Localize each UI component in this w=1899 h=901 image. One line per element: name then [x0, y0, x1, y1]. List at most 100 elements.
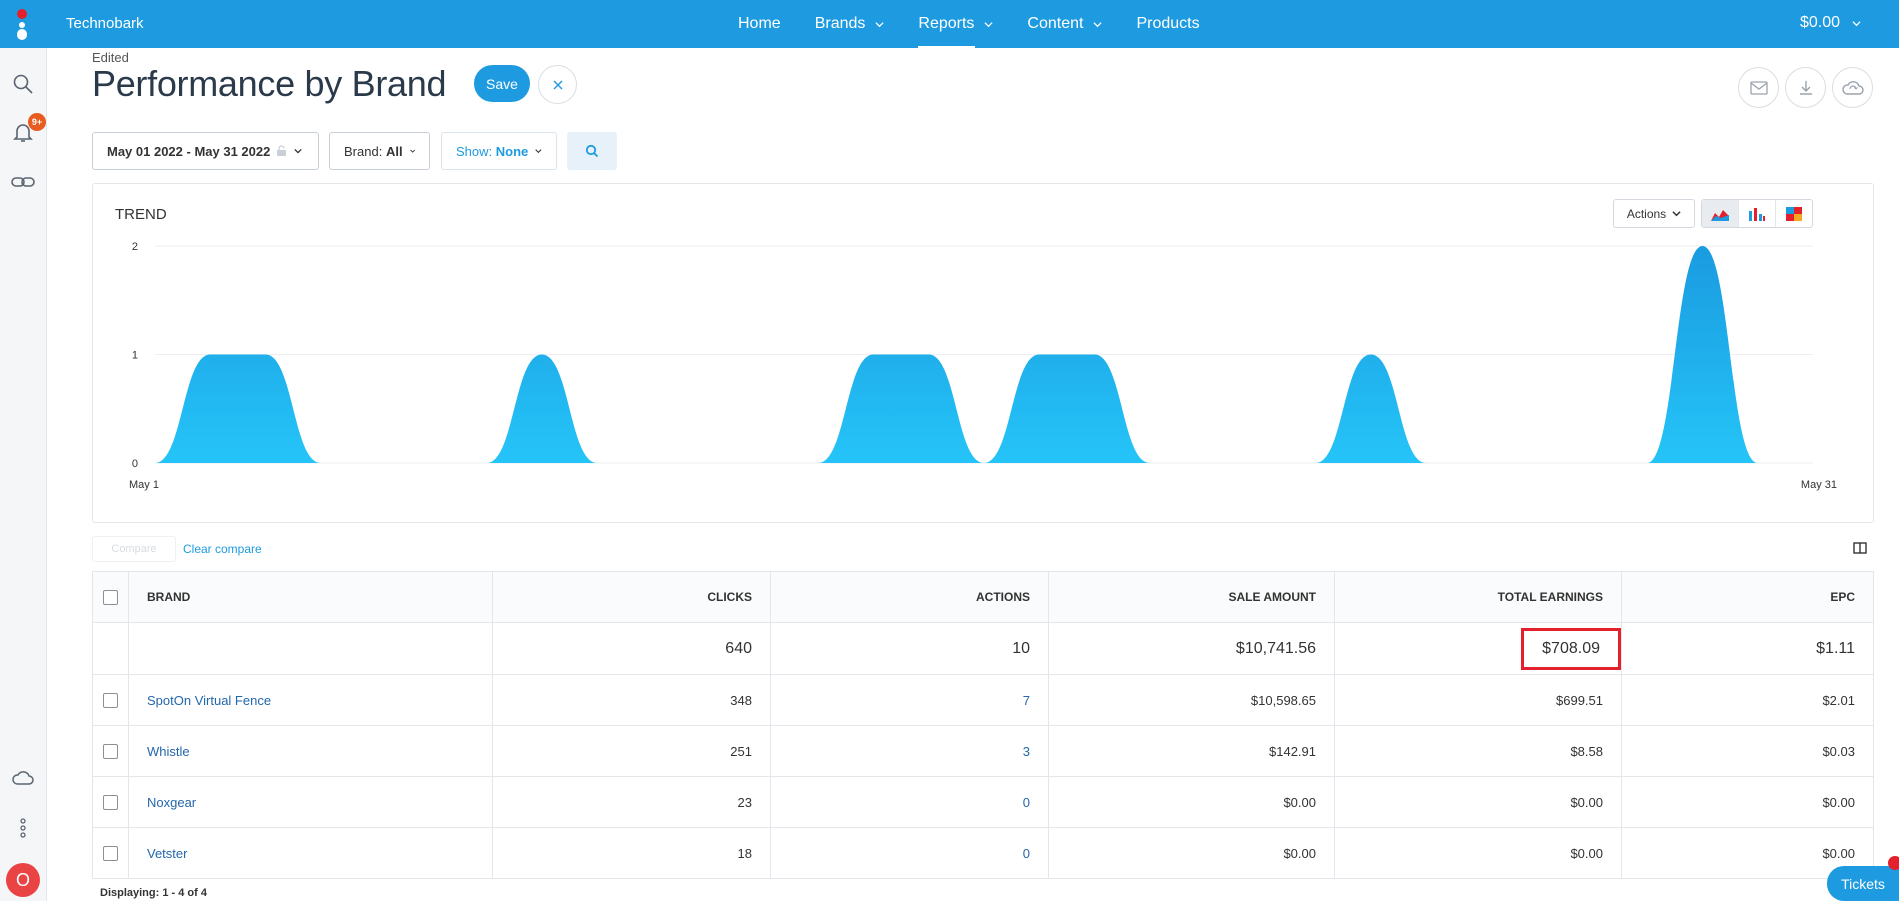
data-point[interactable] [869, 351, 877, 359]
row-checkbox[interactable] [103, 795, 118, 811]
actions-link[interactable]: 0 [770, 776, 1049, 828]
data-point[interactable] [1477, 459, 1485, 467]
tickets-button[interactable]: Tickets [1827, 866, 1899, 901]
data-point[interactable] [1146, 459, 1154, 467]
data-point[interactable] [538, 351, 546, 359]
bell-icon[interactable] [11, 120, 35, 144]
row-checkbox[interactable] [103, 744, 118, 760]
nav-reports[interactable]: Reports [918, 0, 993, 48]
actions-link[interactable]: 7 [770, 674, 1049, 726]
chevron-down-icon [294, 148, 302, 154]
select-all-checkbox[interactable] [103, 589, 118, 605]
data-point[interactable] [1091, 351, 1099, 359]
data-point[interactable] [1698, 242, 1706, 250]
data-point[interactable] [980, 459, 988, 467]
data-point[interactable] [1201, 459, 1209, 467]
compare-button[interactable]: Compare [92, 536, 176, 562]
brand-link[interactable]: Whistle [128, 725, 493, 777]
app-logo-icon[interactable] [12, 8, 32, 42]
col-header-total-earnings[interactable]: TOTAL EARNINGS [1334, 571, 1622, 623]
heatmap-icon [1786, 206, 1802, 221]
data-point[interactable] [1754, 459, 1762, 467]
col-header-actions[interactable]: ACTIONS [770, 571, 1049, 623]
chevron-down-icon [1852, 20, 1861, 26]
data-point[interactable] [648, 459, 656, 467]
data-point[interactable] [814, 459, 822, 467]
nav-products[interactable]: Products [1136, 0, 1199, 48]
cloud-sync-icon [1841, 80, 1864, 95]
data-point[interactable] [151, 459, 159, 467]
apply-filter-button[interactable] [567, 132, 617, 170]
data-point[interactable] [925, 351, 933, 359]
top-bar: Technobark Home Brands Reports Content P… [0, 0, 1899, 48]
more-vertical-icon[interactable] [11, 816, 35, 840]
col-header-sale-amount[interactable]: SALE AMOUNT [1048, 571, 1335, 623]
columns-icon[interactable] [1852, 540, 1868, 556]
show-filter[interactable]: Show: None [441, 132, 557, 170]
sale-amount-cell: $0.00 [1048, 827, 1335, 879]
data-point[interactable] [759, 459, 767, 467]
data-point[interactable] [1533, 459, 1541, 467]
chevron-down-icon [984, 21, 993, 27]
brand-link[interactable]: SpotOn Virtual Fence [128, 674, 493, 726]
data-point[interactable] [1367, 351, 1375, 359]
bar-chart-toggle[interactable] [1739, 200, 1776, 227]
data-point[interactable] [1256, 459, 1264, 467]
app-name[interactable]: Technobark [66, 15, 144, 32]
data-point[interactable] [1035, 351, 1043, 359]
table-row: Vetster 18 0 $0.00 $0.00 $0.00 [92, 827, 1874, 879]
actions-link[interactable]: 0 [770, 827, 1049, 879]
nav-content[interactable]: Content [1027, 0, 1103, 48]
data-point[interactable] [427, 459, 435, 467]
data-point[interactable] [317, 459, 325, 467]
total-earnings-cell: $0.00 [1334, 776, 1622, 828]
search-icon[interactable] [11, 72, 35, 96]
nav-home[interactable]: Home [738, 0, 781, 48]
download-button[interactable] [1785, 67, 1826, 108]
date-range-picker[interactable]: May 01 2022 - May 31 2022 [92, 132, 319, 170]
col-header-epc[interactable]: EPC [1621, 571, 1874, 623]
brand-filter[interactable]: Brand: All [329, 132, 430, 170]
data-point[interactable] [1809, 459, 1817, 467]
save-button[interactable]: Save [474, 65, 530, 102]
area-chart-toggle[interactable] [1702, 200, 1739, 227]
sale-amount-cell: $0.00 [1048, 776, 1335, 828]
data-point[interactable] [1422, 459, 1430, 467]
col-header-clicks[interactable]: CLICKS [492, 571, 771, 623]
link-icon[interactable] [11, 170, 35, 194]
notification-badge: 9+ [28, 113, 46, 131]
row-check-cell [92, 725, 129, 777]
data-point[interactable] [1643, 459, 1651, 467]
data-point[interactable] [1588, 459, 1596, 467]
cloud-sync-button[interactable] [1832, 67, 1873, 108]
clicks-cell: 251 [492, 725, 771, 777]
row-checkbox[interactable] [103, 846, 118, 862]
actions-link[interactable]: 3 [770, 725, 1049, 777]
data-point[interactable] [593, 459, 601, 467]
brand-link[interactable]: Noxgear [128, 776, 493, 828]
data-point[interactable] [704, 459, 712, 467]
total-earnings-cell: $699.51 [1334, 674, 1622, 726]
total-earnings-highlight: $708.09 [1521, 627, 1621, 670]
edit-status: Edited [92, 50, 129, 65]
data-point[interactable] [372, 459, 380, 467]
data-point[interactable] [206, 351, 214, 359]
avatar[interactable]: O [6, 863, 40, 897]
data-point[interactable] [483, 459, 491, 467]
data-point[interactable] [262, 351, 270, 359]
nav-brands[interactable]: Brands [815, 0, 885, 48]
row-checkbox[interactable] [103, 693, 118, 709]
brand-link[interactable]: Vetster [128, 827, 493, 879]
cloud-icon[interactable] [11, 766, 35, 790]
col-header-brand[interactable]: BRAND [128, 571, 493, 623]
heatmap-toggle[interactable] [1776, 200, 1812, 227]
chart-actions-dropdown[interactable]: Actions [1613, 199, 1695, 228]
y-tick-label: 1 [132, 350, 138, 362]
clear-compare-link[interactable]: Clear compare [183, 542, 262, 556]
balance-dropdown[interactable]: $0.00 [1800, 14, 1861, 32]
close-button[interactable] [538, 65, 577, 104]
clicks-cell: 23 [492, 776, 771, 828]
email-report-button[interactable] [1738, 67, 1779, 108]
data-point[interactable] [1312, 459, 1320, 467]
row-check-cell [92, 827, 129, 879]
